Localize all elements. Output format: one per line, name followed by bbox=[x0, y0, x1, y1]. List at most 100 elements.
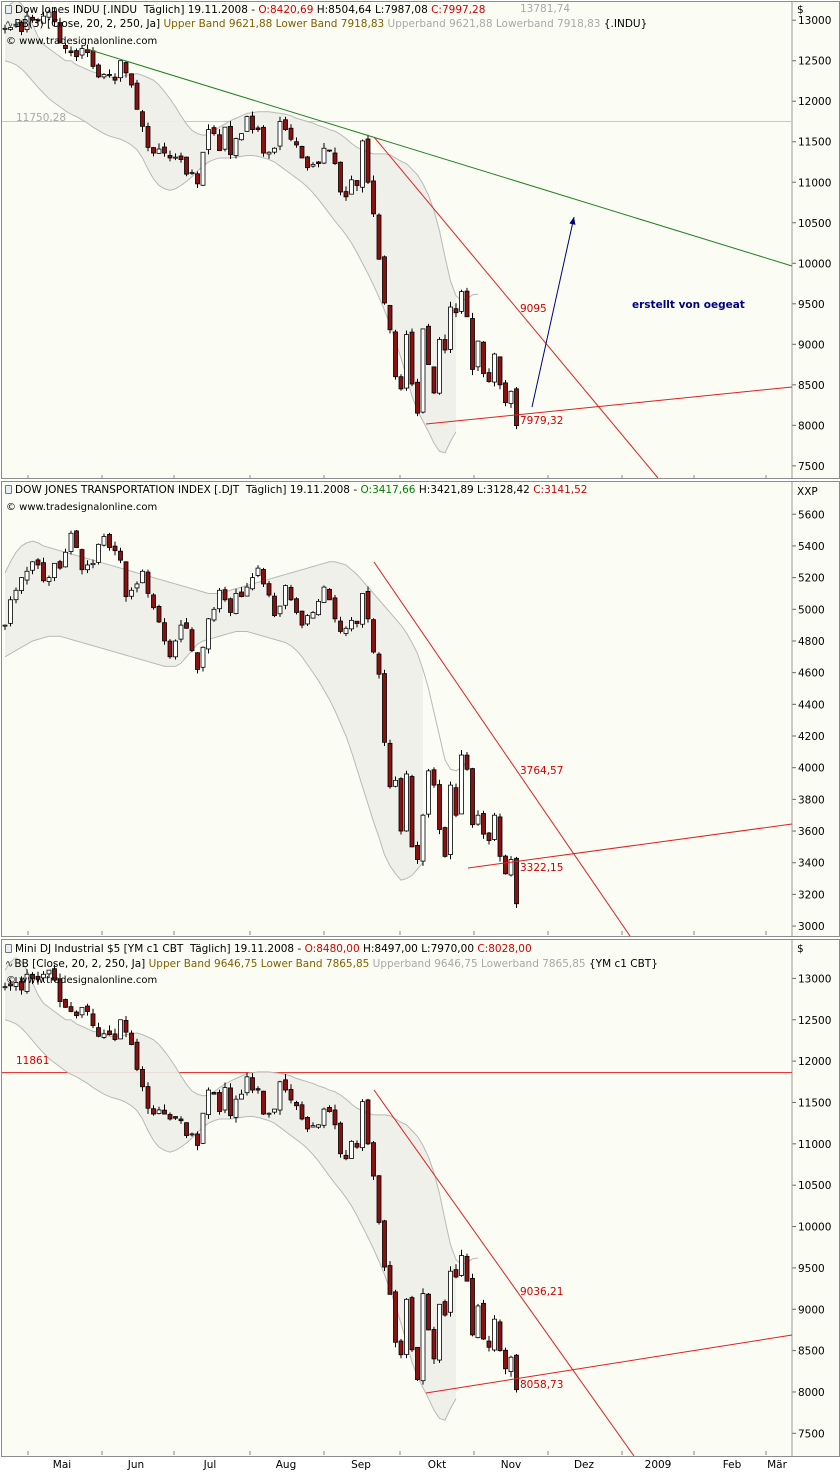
candle bbox=[107, 1030, 112, 1036]
indu-upper-band-label: 13781,74 bbox=[520, 3, 571, 15]
candle bbox=[184, 156, 189, 175]
candle bbox=[343, 627, 349, 634]
candle bbox=[371, 619, 376, 653]
ym-chart-panel[interactable]: 7500 8000 8500 9000 9500 10000 10500 11000 11500… bbox=[1, 939, 840, 1457]
djt-symbol-line: DOW JONES TRANSPORTATION INDEX [.DJT Täg… bbox=[15, 484, 350, 496]
candle bbox=[277, 121, 283, 147]
candle bbox=[382, 1220, 387, 1268]
indicator-wave-icon[interactable]: ∿ bbox=[5, 959, 14, 970]
candle bbox=[24, 973, 30, 992]
x-axis-label: Nov bbox=[500, 1459, 522, 1471]
candle bbox=[321, 1108, 327, 1126]
indu-open: O:8420,69 bbox=[258, 4, 314, 16]
candle bbox=[68, 1006, 74, 1012]
indicator-wave-icon[interactable]: ∿ bbox=[5, 19, 14, 30]
candle bbox=[123, 561, 129, 598]
chart-window-icon[interactable] bbox=[5, 5, 12, 14]
candle bbox=[211, 1091, 217, 1095]
candle bbox=[30, 561, 35, 571]
candle bbox=[431, 366, 437, 394]
candle bbox=[420, 1293, 426, 1382]
candle bbox=[261, 1090, 266, 1115]
candle bbox=[151, 1108, 156, 1115]
djt-open: O:3417,66 bbox=[360, 484, 416, 496]
x-axis-label: Mai bbox=[52, 1459, 72, 1471]
candle bbox=[41, 15, 46, 24]
candle bbox=[371, 1142, 376, 1177]
candle bbox=[503, 855, 508, 875]
y-tick-label: 7500 bbox=[798, 461, 825, 473]
candle bbox=[437, 784, 442, 830]
candle bbox=[299, 610, 305, 626]
candle bbox=[431, 1329, 437, 1360]
chart-window-icon[interactable] bbox=[5, 485, 12, 494]
indu-unit: $ bbox=[797, 4, 804, 16]
candle bbox=[497, 1321, 503, 1352]
candle bbox=[118, 60, 123, 79]
candle bbox=[464, 1255, 470, 1282]
candle bbox=[393, 1291, 398, 1343]
candle bbox=[459, 1255, 464, 1276]
y-tick-label: 3800 bbox=[798, 794, 825, 806]
candle bbox=[266, 151, 272, 155]
y-tick-label: 8000 bbox=[798, 420, 825, 432]
candle bbox=[310, 1125, 316, 1128]
candle bbox=[151, 594, 156, 609]
bollinger-band-fill bbox=[5, 541, 423, 881]
indu-bb-header: ∿BB(3) [Close, 20, 2, 250, Ja] Upper Ban… bbox=[5, 18, 647, 31]
candle bbox=[464, 754, 470, 770]
candle bbox=[140, 570, 145, 584]
x-axis-label: Aug bbox=[275, 1459, 297, 1471]
candle bbox=[228, 125, 233, 156]
candle bbox=[448, 1270, 453, 1313]
djt-chart-panel[interactable]: 3000 3200 3400 3600 3800 4000 4200 4400 4600 4800… bbox=[1, 481, 840, 937]
candle bbox=[145, 571, 151, 594]
candle bbox=[206, 1089, 211, 1116]
chart-window-icon[interactable] bbox=[5, 944, 12, 953]
candle bbox=[101, 74, 107, 78]
candle bbox=[239, 133, 244, 141]
candle bbox=[244, 116, 250, 132]
candle bbox=[266, 1112, 272, 1115]
candle bbox=[338, 1122, 343, 1155]
djt-close: C:3141,52 bbox=[533, 484, 588, 496]
lower-band-line bbox=[4, 1019, 457, 1421]
candle bbox=[151, 147, 156, 154]
candle bbox=[508, 859, 514, 876]
candle bbox=[233, 1098, 239, 1118]
candle bbox=[481, 341, 486, 374]
candle bbox=[250, 115, 255, 130]
x-axis-label: Jul bbox=[203, 1459, 217, 1471]
candle bbox=[167, 1114, 173, 1120]
indu-chart-panel[interactable]: 7500 8000 8500 9000 9500 10000 10500 11000 11500… bbox=[1, 1, 840, 479]
x-axis-label: 2009 bbox=[644, 1459, 672, 1471]
candle bbox=[398, 1340, 404, 1356]
y-tick-label: 13000 bbox=[798, 973, 831, 985]
candle bbox=[189, 629, 195, 651]
candle bbox=[200, 151, 206, 186]
candle bbox=[162, 622, 167, 642]
candle bbox=[96, 1027, 101, 1037]
candle bbox=[41, 562, 46, 582]
candle bbox=[46, 11, 52, 18]
candle bbox=[332, 1109, 338, 1126]
candle bbox=[228, 1087, 233, 1117]
candle bbox=[409, 776, 415, 848]
candle bbox=[453, 787, 459, 816]
y-tick-label: 5400 bbox=[798, 541, 825, 553]
candle bbox=[470, 1277, 475, 1336]
candle bbox=[8, 983, 13, 987]
y-tick-label: 13000 bbox=[798, 15, 831, 27]
candle bbox=[283, 1079, 288, 1091]
y-tick-label: 5600 bbox=[798, 509, 825, 521]
candle bbox=[481, 813, 486, 835]
y-tick-label: 8500 bbox=[798, 380, 825, 392]
y-tick-label: 5200 bbox=[798, 573, 825, 585]
x-axis-label: Jun bbox=[127, 1459, 145, 1471]
candle bbox=[68, 532, 74, 552]
indu-upperband-grey: Upperband 9621,88 bbox=[387, 18, 493, 30]
candle bbox=[156, 148, 162, 154]
candle bbox=[134, 1041, 140, 1070]
candle bbox=[112, 76, 118, 81]
candle bbox=[96, 543, 101, 563]
